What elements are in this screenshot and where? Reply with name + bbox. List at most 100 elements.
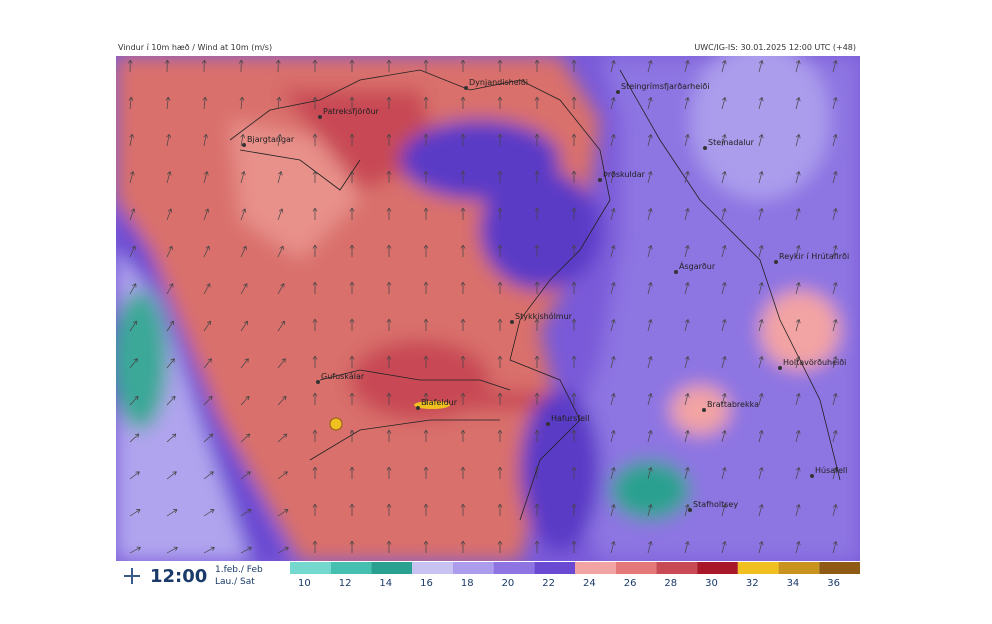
wind-arrow [277, 471, 288, 480]
wind-arrow [795, 541, 801, 554]
legend-swatch [371, 562, 413, 574]
legend-label: 36 [827, 578, 840, 589]
wind-arrow [684, 134, 690, 147]
wind-arrow [721, 504, 727, 517]
legend-label: 30 [705, 578, 718, 589]
wind-arrow [238, 59, 244, 73]
legend-swatch [778, 562, 820, 574]
wind-arrow [349, 503, 355, 516]
wind-arrow [647, 541, 653, 554]
wind-arrow [721, 393, 727, 406]
wind-arrow [423, 392, 429, 405]
wind-arrow [386, 466, 392, 479]
wind-arrow [129, 245, 136, 258]
place-name: Þröskuldar [603, 170, 646, 179]
wind-arrow [647, 134, 653, 147]
wind-arrow [684, 208, 690, 221]
wind-arrow [277, 320, 286, 332]
wind-arrow [832, 97, 838, 110]
wind-arrow [129, 171, 135, 184]
legend-label: 32 [746, 578, 759, 589]
wind-arrow [312, 429, 318, 442]
legend-swatch [819, 562, 860, 574]
wind-arrow [386, 392, 392, 405]
wind-arrow [275, 59, 281, 73]
wind-arrow [721, 282, 727, 295]
wind-arrow [277, 433, 288, 443]
wind-arrow [166, 133, 171, 147]
wind-arrow [571, 540, 577, 553]
place-dot [703, 146, 707, 150]
wind-arrow [684, 97, 690, 110]
wind-arrow [684, 393, 690, 406]
wind-arrow [497, 244, 503, 257]
wind-arrow [721, 319, 727, 332]
wind-arrow [277, 283, 285, 295]
wind-arrow [684, 541, 690, 554]
place-name: Holtavörðuheiði [783, 358, 846, 367]
wind-arrow [386, 281, 392, 294]
wind-arrow [610, 171, 616, 184]
wind-arrow [423, 170, 429, 183]
wind-arrow [497, 318, 503, 331]
wind-arrow [610, 134, 616, 147]
wind-arrow [832, 134, 838, 147]
place-name: Steinadalur [708, 138, 755, 147]
wind-arrow [203, 471, 214, 480]
wind-arrow [647, 245, 653, 258]
wind-arrow [277, 133, 282, 147]
wind-arrow [647, 467, 653, 480]
place-name: Stykkishólmur [515, 311, 573, 321]
wind-arrow [610, 356, 616, 369]
place-dot [464, 86, 468, 90]
wind-arrow [312, 133, 318, 146]
wind-arrow [758, 541, 764, 554]
place-dot [242, 143, 246, 147]
wind-arrow [349, 207, 355, 220]
wind-arrow [610, 541, 616, 554]
wind-arrow [647, 393, 653, 406]
wind-arrow [423, 318, 429, 331]
place-dot [616, 90, 620, 94]
wind-arrow [312, 59, 318, 72]
wind-arrow [386, 170, 392, 183]
wind-arrow [460, 59, 466, 72]
wind-arrow [758, 245, 764, 258]
wind-arrow [610, 97, 616, 110]
wind-arrow [534, 503, 540, 516]
wind-arrow [832, 393, 838, 406]
wind-arrow [240, 433, 251, 443]
wind-arrow [203, 395, 213, 406]
wind-arrow [166, 358, 175, 369]
wind-arrow [312, 318, 318, 331]
wind-arrow [497, 281, 503, 294]
wind-arrow [277, 208, 284, 221]
place-name: Gufuskálar [321, 372, 365, 381]
wind-arrow [534, 281, 540, 294]
legend-swatch [575, 562, 616, 574]
wind-arrow [312, 170, 318, 183]
wind-arrow [832, 541, 838, 554]
wind-arrow [164, 59, 170, 73]
wind-arrow [795, 97, 801, 110]
place-dot [778, 366, 782, 370]
wind-arrow [721, 541, 727, 554]
legend-label: 20 [502, 578, 515, 589]
wind-arrow [240, 171, 246, 184]
place-dot [510, 320, 514, 324]
place-name: Brattabrekka [707, 400, 759, 409]
wind-arrow [571, 59, 577, 72]
wind-arrow [166, 208, 173, 221]
wind-arrow [721, 134, 727, 147]
wind-arrow [423, 503, 429, 516]
wind-arrow [349, 170, 355, 183]
wind-arrow [647, 319, 653, 332]
wind-arrow [386, 207, 392, 220]
wind-arrow [571, 281, 577, 294]
wind-arrow [129, 471, 140, 480]
wind-arrow [386, 59, 392, 72]
wind-arrow [832, 208, 838, 221]
wind-arrow [832, 467, 838, 480]
wind-arrow [758, 60, 764, 73]
